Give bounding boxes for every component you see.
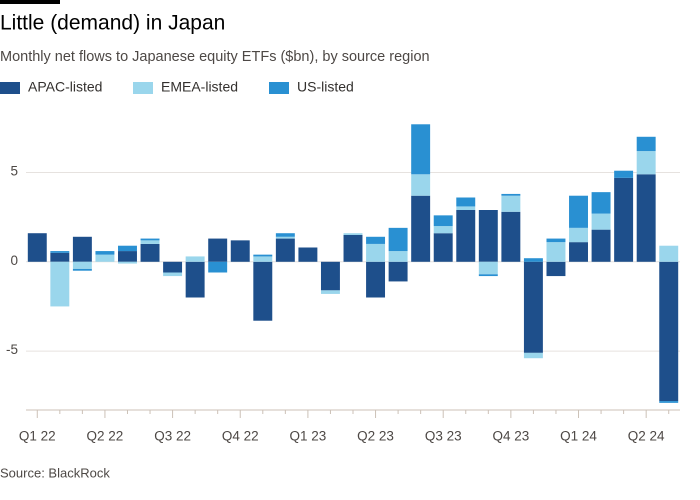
chart-title: Little (demand) in Japan <box>0 12 225 35</box>
legend-label: APAC-listed <box>28 79 102 95</box>
bar-segment <box>523 258 543 262</box>
bar-segment <box>118 251 137 262</box>
x-tick-label: Q3 23 <box>425 429 462 444</box>
bar-segment <box>72 268 92 271</box>
bar-segment <box>208 261 228 273</box>
bar-segment <box>501 211 521 262</box>
bar-segment <box>275 238 295 262</box>
bar-segment <box>388 251 408 262</box>
bar-segment <box>298 247 318 262</box>
y-tick-label: 0 <box>10 253 18 268</box>
bar-segment <box>366 243 386 262</box>
bar-segment <box>569 242 588 262</box>
legend-label: US-listed <box>297 79 354 95</box>
bar-segment <box>433 215 453 227</box>
bar-segment <box>140 240 160 244</box>
bar-segment <box>72 236 92 262</box>
bar-segment <box>501 193 521 196</box>
bar-segment <box>118 245 137 252</box>
bar-segment <box>501 195 521 212</box>
bar-segment <box>614 177 634 262</box>
bar-segment <box>546 242 566 262</box>
bar-segment <box>546 238 566 243</box>
bar-segment <box>456 197 476 207</box>
bar-segment <box>343 235 363 262</box>
bar-segment <box>366 236 386 244</box>
bar-segment <box>591 192 611 214</box>
bar-segment <box>388 227 408 252</box>
bar-segment <box>659 401 679 403</box>
bar-segment <box>636 136 656 152</box>
bar-segment <box>185 256 205 262</box>
legend-swatch <box>0 82 20 94</box>
bar-segment <box>253 261 273 321</box>
bar-segment <box>478 274 498 277</box>
bar-segment <box>253 254 273 257</box>
bar-segment <box>388 261 408 282</box>
x-tick-label: Q2 24 <box>628 429 665 444</box>
bar-segment <box>320 261 340 291</box>
x-tick-label: Q1 22 <box>19 429 56 444</box>
bar-segment <box>140 238 160 241</box>
bar-segment <box>275 236 295 239</box>
bar-segment <box>185 261 205 298</box>
legend: APAC-listed EMEA-listed US-listed <box>0 79 354 95</box>
bar-segment <box>478 210 498 262</box>
bar-segment <box>118 261 137 264</box>
bar-segment <box>72 261 92 269</box>
chart-subtitle: Monthly net flows to Japanese equity ETF… <box>0 49 430 65</box>
bar-segment <box>320 290 340 294</box>
bar-segment <box>614 170 634 178</box>
bar-segment <box>591 213 611 230</box>
bar-segment <box>636 174 656 262</box>
x-tick-label: Q1 23 <box>290 429 327 444</box>
bar-segment <box>50 252 70 262</box>
bar-segment <box>523 352 543 359</box>
bar-segment <box>546 261 566 277</box>
x-tick-label: Q2 23 <box>357 429 394 444</box>
bar-segment <box>208 238 228 262</box>
bar-segment <box>366 261 386 298</box>
bar-segment <box>95 254 115 262</box>
legend-swatch <box>133 82 153 94</box>
x-tick-label: Q4 22 <box>222 429 259 444</box>
bar-segment <box>478 261 498 275</box>
bar-segment <box>140 243 160 262</box>
bar-segment <box>456 206 476 210</box>
bar-segment <box>636 151 656 175</box>
legend-swatch <box>269 82 289 94</box>
bar-segment <box>569 227 588 243</box>
bar-segment <box>659 245 679 262</box>
bar-segment <box>163 272 183 277</box>
bar-segment <box>230 240 250 262</box>
bar-segment <box>411 174 431 196</box>
bar-segment <box>50 251 70 253</box>
bar-segment <box>659 261 679 402</box>
y-tick-label: -5 <box>6 342 18 357</box>
bar-segment <box>253 256 273 262</box>
x-tick-label: Q4 23 <box>492 429 529 444</box>
source-note: Source: BlackRock <box>0 465 110 480</box>
y-tick-label: 5 <box>10 164 18 179</box>
bar-segment <box>50 261 70 307</box>
bar-segment <box>163 261 183 273</box>
bar-segment <box>275 233 295 237</box>
bar-segment <box>433 226 453 234</box>
legend-label: EMEA-listed <box>161 79 238 95</box>
brand-bar <box>0 0 60 4</box>
bar-segment <box>411 195 431 262</box>
bar-segment <box>411 124 431 175</box>
bar-segment <box>95 251 115 255</box>
bar-segment <box>343 233 363 235</box>
x-tick-label: Q1 24 <box>560 429 597 444</box>
bar-segment <box>523 261 543 353</box>
bar-segment <box>569 195 588 228</box>
bar-segment <box>433 233 453 262</box>
x-tick-label: Q2 22 <box>87 429 124 444</box>
bar-segment <box>456 210 476 262</box>
x-tick-label: Q3 22 <box>154 429 191 444</box>
bar-segment <box>591 229 611 262</box>
bar-segment <box>27 233 47 262</box>
